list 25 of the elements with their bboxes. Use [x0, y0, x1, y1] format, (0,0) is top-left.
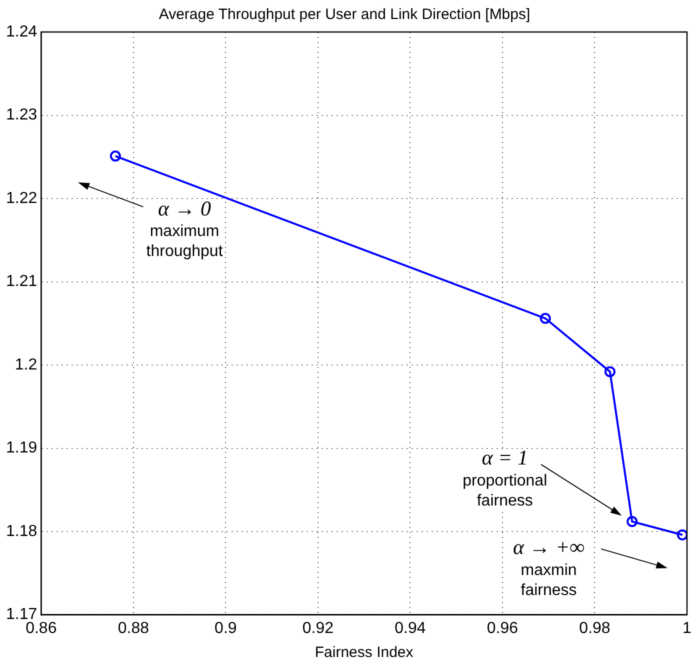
- y-tick-label: 1.22: [6, 190, 38, 207]
- x-axis-title: Fairness Index: [314, 644, 414, 662]
- y-tick-label: 1.23: [6, 106, 38, 124]
- x-tick-label: 0.96: [486, 620, 518, 637]
- x-tick-label: 0.92: [302, 620, 334, 637]
- y-tick-label: 1.24: [6, 23, 38, 40]
- point: [604, 366, 616, 378]
- point: [110, 150, 121, 162]
- y-tick-label: 1.2: [14, 356, 38, 374]
- x-tick-label: 0.88: [118, 620, 150, 637]
- x-tick-label: 0.98: [579, 620, 610, 637]
- x-tick-label: 0.86: [26, 620, 57, 637]
- x-tick-label: 0.94: [394, 620, 426, 637]
- y-tick-label: 1.21: [6, 273, 38, 290]
- y-tick-label: 1.19: [6, 440, 38, 457]
- annotation: α → 0 maximum throughput: [146, 196, 224, 260]
- x-tick-label: 0.9: [214, 620, 237, 637]
- point: [540, 312, 551, 324]
- point: [626, 516, 638, 528]
- y-tick-label: 1.18: [6, 522, 38, 540]
- x-tick-label: 1: [682, 620, 692, 637]
- point: [676, 529, 687, 540]
- annotation: α = 1 proportional fairness: [462, 446, 548, 510]
- annotation: α → +∞ maxmin fairness: [512, 534, 585, 599]
- chart-title: Average Throughput per User and Link Direction [Mbps]: [158, 6, 530, 24]
